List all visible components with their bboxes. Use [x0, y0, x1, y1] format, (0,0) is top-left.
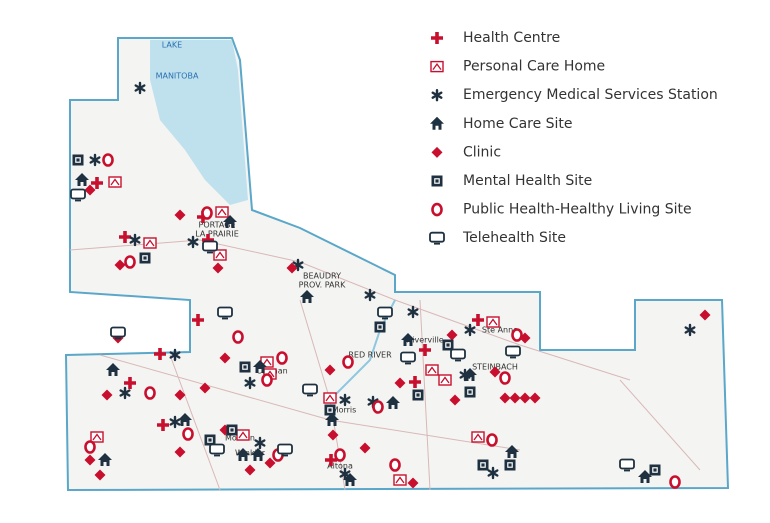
mental-health-site — [226, 424, 238, 436]
mental-health-site — [239, 361, 251, 373]
legend-symbol — [431, 88, 443, 102]
telehealth-site — [450, 348, 466, 362]
personal-care-home — [471, 431, 485, 443]
personal-care-home — [90, 431, 104, 443]
legend-symbol — [431, 146, 443, 158]
public-health-site — [84, 440, 96, 454]
mental-health-site — [324, 404, 336, 416]
place-label: PROV. PARK — [299, 281, 346, 290]
personal-care-home — [215, 206, 229, 218]
legend-symbol — [430, 60, 444, 73]
public-health-site — [372, 400, 384, 414]
legend-label: Public Health-Healthy Living Site — [463, 202, 692, 218]
public-health-site — [102, 153, 114, 167]
public-health-site — [334, 448, 346, 462]
mental-health-site — [464, 386, 476, 398]
legend-label: Emergency Medical Services Station — [463, 87, 718, 103]
lake-label: LAKE — [162, 41, 182, 50]
personal-care-home — [438, 374, 452, 386]
legend-label: Clinic — [463, 144, 501, 160]
mental-health-site — [649, 464, 661, 476]
mental-health-site — [477, 459, 489, 471]
legend-label: Mental Health Site — [463, 173, 592, 189]
telehealth-site — [277, 443, 293, 457]
public-health-site — [144, 386, 156, 400]
public-health-site — [486, 433, 498, 447]
telehealth-site — [505, 345, 521, 359]
mental-health-site — [72, 154, 84, 166]
telehealth-site — [110, 326, 126, 340]
telehealth-site — [217, 306, 233, 320]
legend-symbol — [429, 231, 445, 245]
lake-label: MANITOBA — [156, 72, 199, 81]
telehealth-site — [209, 443, 225, 457]
place-label: Morris — [332, 406, 357, 415]
legend-label: Health Centre — [463, 30, 560, 46]
telehealth-site — [400, 351, 416, 365]
public-health-site — [182, 427, 194, 441]
place-label: LA PRAIRIE — [195, 230, 239, 239]
place-label: Niverville — [406, 336, 444, 345]
legend-symbol — [431, 32, 443, 44]
legend-label: Personal Care Home — [463, 59, 605, 75]
public-health-site — [124, 255, 136, 269]
river — [329, 299, 396, 401]
personal-care-home — [393, 474, 407, 486]
telehealth-site — [619, 458, 635, 472]
public-health-site — [201, 206, 213, 220]
legend-symbol — [430, 116, 444, 130]
place-label: Ste Anne — [482, 326, 518, 335]
public-health-site — [232, 330, 244, 344]
mental-health-site — [504, 459, 516, 471]
telehealth-site — [377, 306, 393, 320]
personal-care-home — [323, 392, 337, 404]
public-health-site — [342, 355, 354, 369]
place-label: BEAUDRY — [303, 272, 341, 281]
mental-health-site — [139, 252, 151, 264]
public-health-site — [499, 371, 511, 385]
personal-care-home — [486, 316, 500, 328]
telehealth-site — [70, 188, 86, 202]
personal-care-home — [213, 249, 227, 261]
place-label: RED RIVER — [348, 351, 392, 360]
telehealth-site — [202, 240, 218, 254]
legend-label: Telehealth Site — [462, 230, 566, 246]
lake — [150, 40, 248, 205]
public-health-site — [261, 373, 273, 387]
telehealth-site — [302, 383, 318, 397]
mental-health-site — [412, 389, 424, 401]
legend-symbol — [431, 175, 443, 187]
personal-care-home — [425, 364, 439, 376]
public-health-site — [511, 328, 523, 342]
public-health-site — [276, 351, 288, 365]
public-health-site — [669, 475, 681, 489]
personal-care-home — [143, 237, 157, 249]
place-label: Altona — [327, 462, 353, 471]
legend-label: Home Care Site — [463, 116, 573, 132]
place-label: Winkler — [235, 449, 266, 458]
personal-care-home — [108, 176, 122, 188]
place-label: PORTAGE — [199, 221, 236, 230]
legend-symbol — [431, 202, 443, 217]
personal-care-home — [236, 429, 250, 441]
mental-health-site — [374, 321, 386, 333]
public-health-site — [389, 458, 401, 472]
